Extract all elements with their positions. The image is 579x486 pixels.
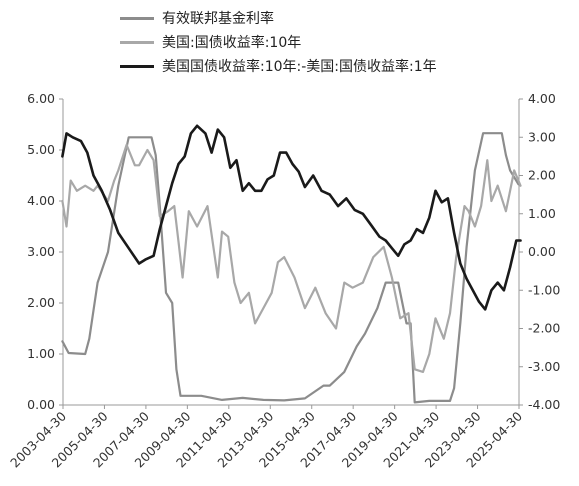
y-right-tick-label: -3.00 bbox=[528, 359, 560, 374]
y-right-tick-label: -4.00 bbox=[528, 397, 560, 412]
y-right-tick-label: -1.00 bbox=[528, 282, 560, 297]
y-right-tick-label: 2.00 bbox=[528, 168, 556, 183]
legend-swatch-fed-funds bbox=[120, 16, 154, 20]
legend-label-10y: 美国:国债收益率:10年 bbox=[162, 35, 302, 51]
legend-item-10y: 美国:国债收益率:10年 bbox=[120, 30, 437, 54]
y-left-tick-label: 4.00 bbox=[27, 193, 55, 208]
series-line-10y bbox=[61, 143, 522, 373]
series-line-spread bbox=[61, 124, 522, 311]
y-right-tick-label: 3.00 bbox=[528, 129, 556, 144]
legend-swatch-spread bbox=[120, 64, 154, 68]
legend-item-spread: 美国国债收益率:10年:-美国:国债收益率:1年 bbox=[120, 54, 437, 78]
y-right-tick-label: -2.00 bbox=[528, 321, 560, 336]
y-right-tick-label: 0.00 bbox=[528, 244, 556, 259]
legend-label-spread: 美国国债收益率:10年:-美国:国债收益率:1年 bbox=[162, 59, 437, 75]
legend-label-fed-funds: 有效联邦基金利率 bbox=[162, 11, 274, 27]
y-left-tick-label: 1.00 bbox=[27, 346, 55, 361]
y-right-tick-label: 1.00 bbox=[528, 206, 556, 221]
legend-item-fed-funds: 有效联邦基金利率 bbox=[120, 6, 437, 30]
y-left-tick-label: 0.00 bbox=[27, 397, 55, 412]
legend-swatch-10y bbox=[120, 40, 154, 44]
y-left-tick-label: 3.00 bbox=[27, 244, 55, 259]
legend: 有效联邦基金利率 美国:国债收益率:10年 美国国债收益率:10年:-美国:国债… bbox=[120, 6, 437, 78]
y-left-tick-label: 6.00 bbox=[27, 91, 55, 106]
series-line-fed-funds bbox=[61, 132, 520, 404]
y-left-tick-label: 5.00 bbox=[27, 142, 55, 157]
y-right-tick-label: 4.00 bbox=[528, 91, 556, 106]
y-left-tick-label: 2.00 bbox=[27, 295, 55, 310]
